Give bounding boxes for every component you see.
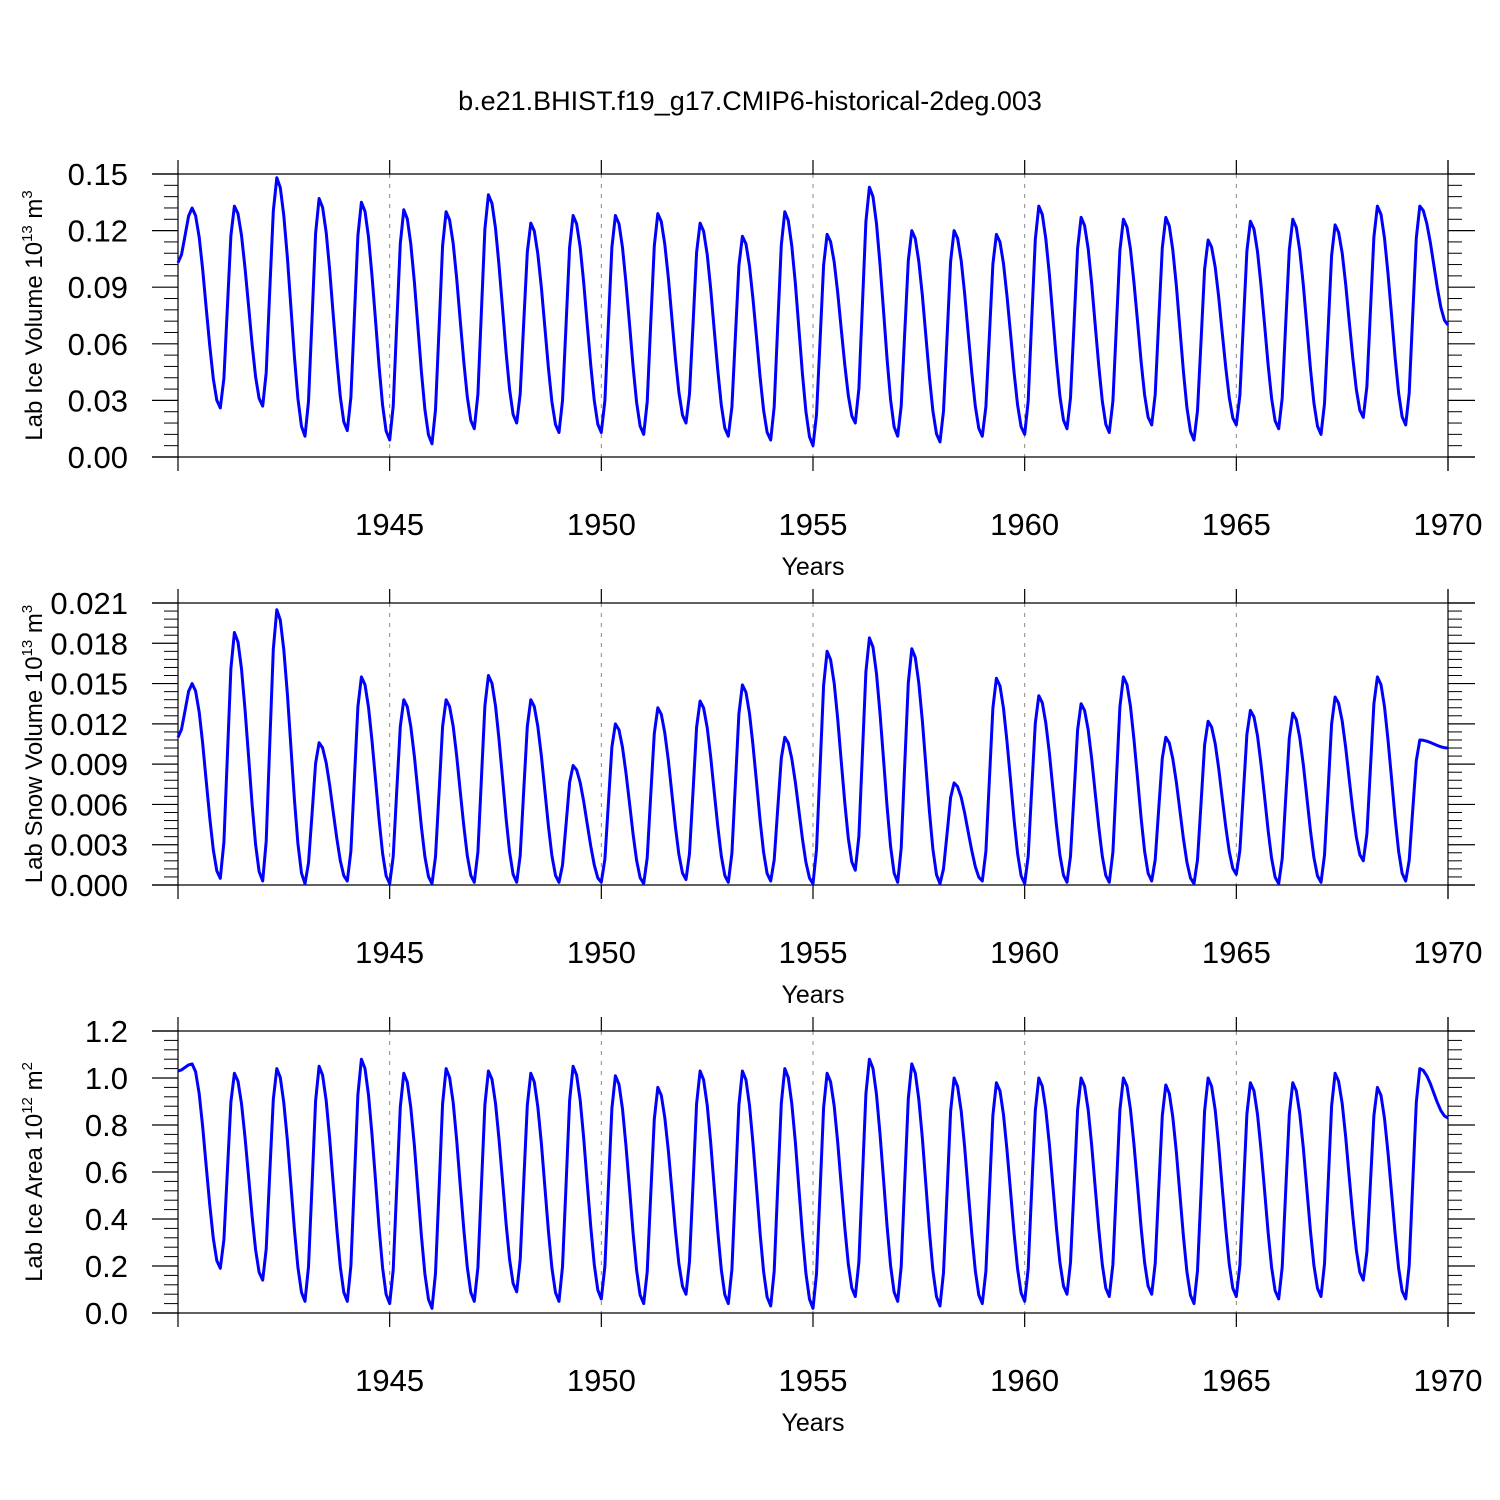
snow-volume-ytick-label: 0.018 (50, 626, 128, 661)
ice-volume-panel: 0.00 0.03 0.06 0.09 0.12 0.15 1945 1950 1955 1960… (19, 157, 1482, 581)
chart-title: b.e21.BHIST.f19_g17.CMIP6-historical-2de… (458, 86, 1042, 116)
ice-volume-xtick-label: 1965 (1202, 507, 1271, 542)
ice-volume-ytick-label: 0.06 (68, 327, 128, 362)
ice-volume-series-line (176, 176, 1450, 448)
ice-area-xtick-label: 1960 (990, 1363, 1059, 1398)
snow-volume-ylabel-ylabel-unit-exp: 3 (19, 605, 36, 613)
ice-area-ytick-label: 1.2 (85, 1014, 128, 1049)
snow-volume-yaxis-label: Lab Snow Volume 1013 m3 (19, 605, 48, 884)
ice-area-ytick-label: 0.0 (85, 1296, 128, 1331)
snow-volume-ytick-label: 0.009 (50, 747, 128, 782)
ice-area-ylabel-ylabel-prefix: Lab Ice Area 10 (21, 1114, 48, 1282)
ice-area-xtick-label: 1955 (779, 1363, 848, 1398)
ice-area-xtick-label: 1970 (1414, 1363, 1483, 1398)
ice-area-ylabel-ylabel-exp: 12 (19, 1097, 36, 1114)
snow-volume-ytick-label: 0.006 (50, 787, 128, 822)
snow-volume-xaxis-label: Years (781, 981, 844, 1009)
snow-volume-xtick-label: 1965 (1202, 935, 1271, 970)
ice-volume-ytick-label: 0.09 (68, 270, 128, 305)
ice-area-ytick-label: 1.0 (85, 1061, 128, 1096)
ice-volume-xtick-label: 1955 (779, 507, 848, 542)
ice-area-xtick-label: 1965 (1202, 1363, 1271, 1398)
snow-volume-xtick-label: 1960 (990, 935, 1059, 970)
ice-volume-ytick-label: 0.15 (68, 157, 128, 192)
ice-volume-xtick-label: 1945 (355, 507, 424, 542)
ice-area-ytick-label: 0.4 (85, 1202, 128, 1237)
ice-volume-xtick-label: 1950 (567, 507, 636, 542)
ice-area-xtick-label: 1945 (355, 1363, 424, 1398)
ice-volume-ylabel-ylabel-prefix: Lab Ice Volume 10 (21, 242, 48, 441)
ice-area-ytick-label: 0.6 (85, 1155, 128, 1190)
ice-area-xtick-label: 1950 (567, 1363, 636, 1398)
snow-volume-ytick-label: 0.012 (50, 707, 128, 742)
snow-volume-ylabel-ylabel-exp: 13 (19, 640, 36, 657)
ice-volume-ytick-label: 0.12 (68, 214, 128, 249)
ice-area-ytick-label: 0.8 (85, 1108, 128, 1143)
snow-volume-xtick-label: 1945 (355, 935, 424, 970)
ice-volume-ylabel-ylabel-exp: 13 (19, 225, 36, 242)
ice-volume-ytick-label: 0.03 (68, 383, 128, 418)
ice-volume-ytick-label: 0.00 (68, 440, 128, 475)
snow-volume-ytick-label: 0.021 (50, 586, 128, 621)
ice-volume-xtick-label: 1970 (1414, 507, 1483, 542)
ice-area-ylabel-ylabel-unit: m (21, 1070, 48, 1097)
snow-volume-ylabel-ylabel-prefix: Lab Snow Volume 10 (21, 656, 48, 883)
ice-volume-xtick-label: 1960 (990, 507, 1059, 542)
ice-area-panel: 0.0 0.2 0.4 0.6 0.8 1.0 1.2 1945 1950 1955 1960 196… (19, 1014, 1482, 1437)
ice-area-ytick-label: 0.2 (85, 1249, 128, 1284)
ice-volume-xaxis-label: Years (781, 553, 844, 581)
snow-volume-xtick-label: 1955 (779, 935, 848, 970)
snow-volume-ytick-label: 0.003 (50, 828, 128, 863)
ice-area-series-line (177, 1057, 1449, 1310)
snow-volume-ytick-label: 0.000 (50, 868, 128, 903)
ice-area-yaxis-label: Lab Ice Area 1012 m2 (19, 1062, 48, 1282)
snow-volume-xtick-label: 1970 (1414, 935, 1483, 970)
snow-volume-ytick-label: 0.015 (50, 667, 128, 702)
snow-volume-panel: 0.000 0.003 0.006 0.009 0.012 0.015 0.018 0.021… (19, 586, 1482, 1009)
ice-volume-yaxis-label: Lab Ice Volume 1013 m3 (19, 190, 48, 441)
ice-area-ylabel-ylabel-unit-exp: 2 (19, 1062, 36, 1070)
ice-volume-ylabel-ylabel-unit-exp: 3 (19, 190, 36, 198)
snow-volume-ylabel-ylabel-unit: m (21, 613, 48, 640)
ice-area-xaxis-label: Years (781, 1409, 844, 1437)
snow-volume-series-line (176, 608, 1449, 886)
ice-volume-ylabel-ylabel-unit: m (21, 199, 48, 226)
snow-volume-xtick-label: 1950 (567, 935, 636, 970)
